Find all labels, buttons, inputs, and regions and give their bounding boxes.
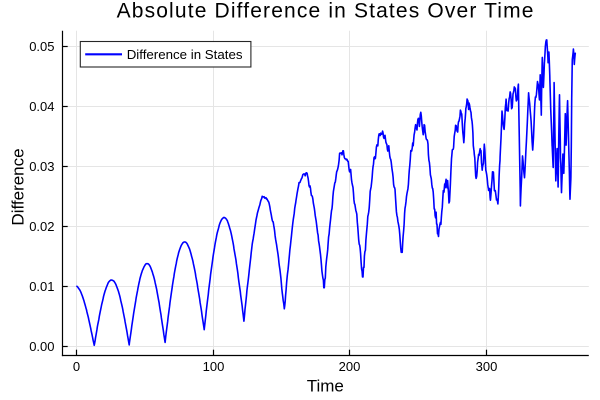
svg-text:300: 300 — [476, 359, 498, 374]
svg-text:Time: Time — [307, 377, 344, 396]
svg-text:Difference in States: Difference in States — [127, 47, 243, 62]
svg-text:0.03: 0.03 — [29, 159, 54, 174]
svg-text:100: 100 — [203, 359, 225, 374]
svg-text:Difference: Difference — [8, 148, 27, 225]
svg-text:0: 0 — [73, 359, 80, 374]
svg-text:0.00: 0.00 — [29, 339, 54, 354]
svg-text:0.02: 0.02 — [29, 219, 54, 234]
svg-text:200: 200 — [339, 359, 361, 374]
svg-text:Absolute Difference in States: Absolute Difference in States Over Time — [117, 0, 535, 23]
svg-text:0.01: 0.01 — [29, 279, 54, 294]
svg-text:0.04: 0.04 — [29, 99, 54, 114]
svg-text:0.05: 0.05 — [29, 39, 54, 54]
